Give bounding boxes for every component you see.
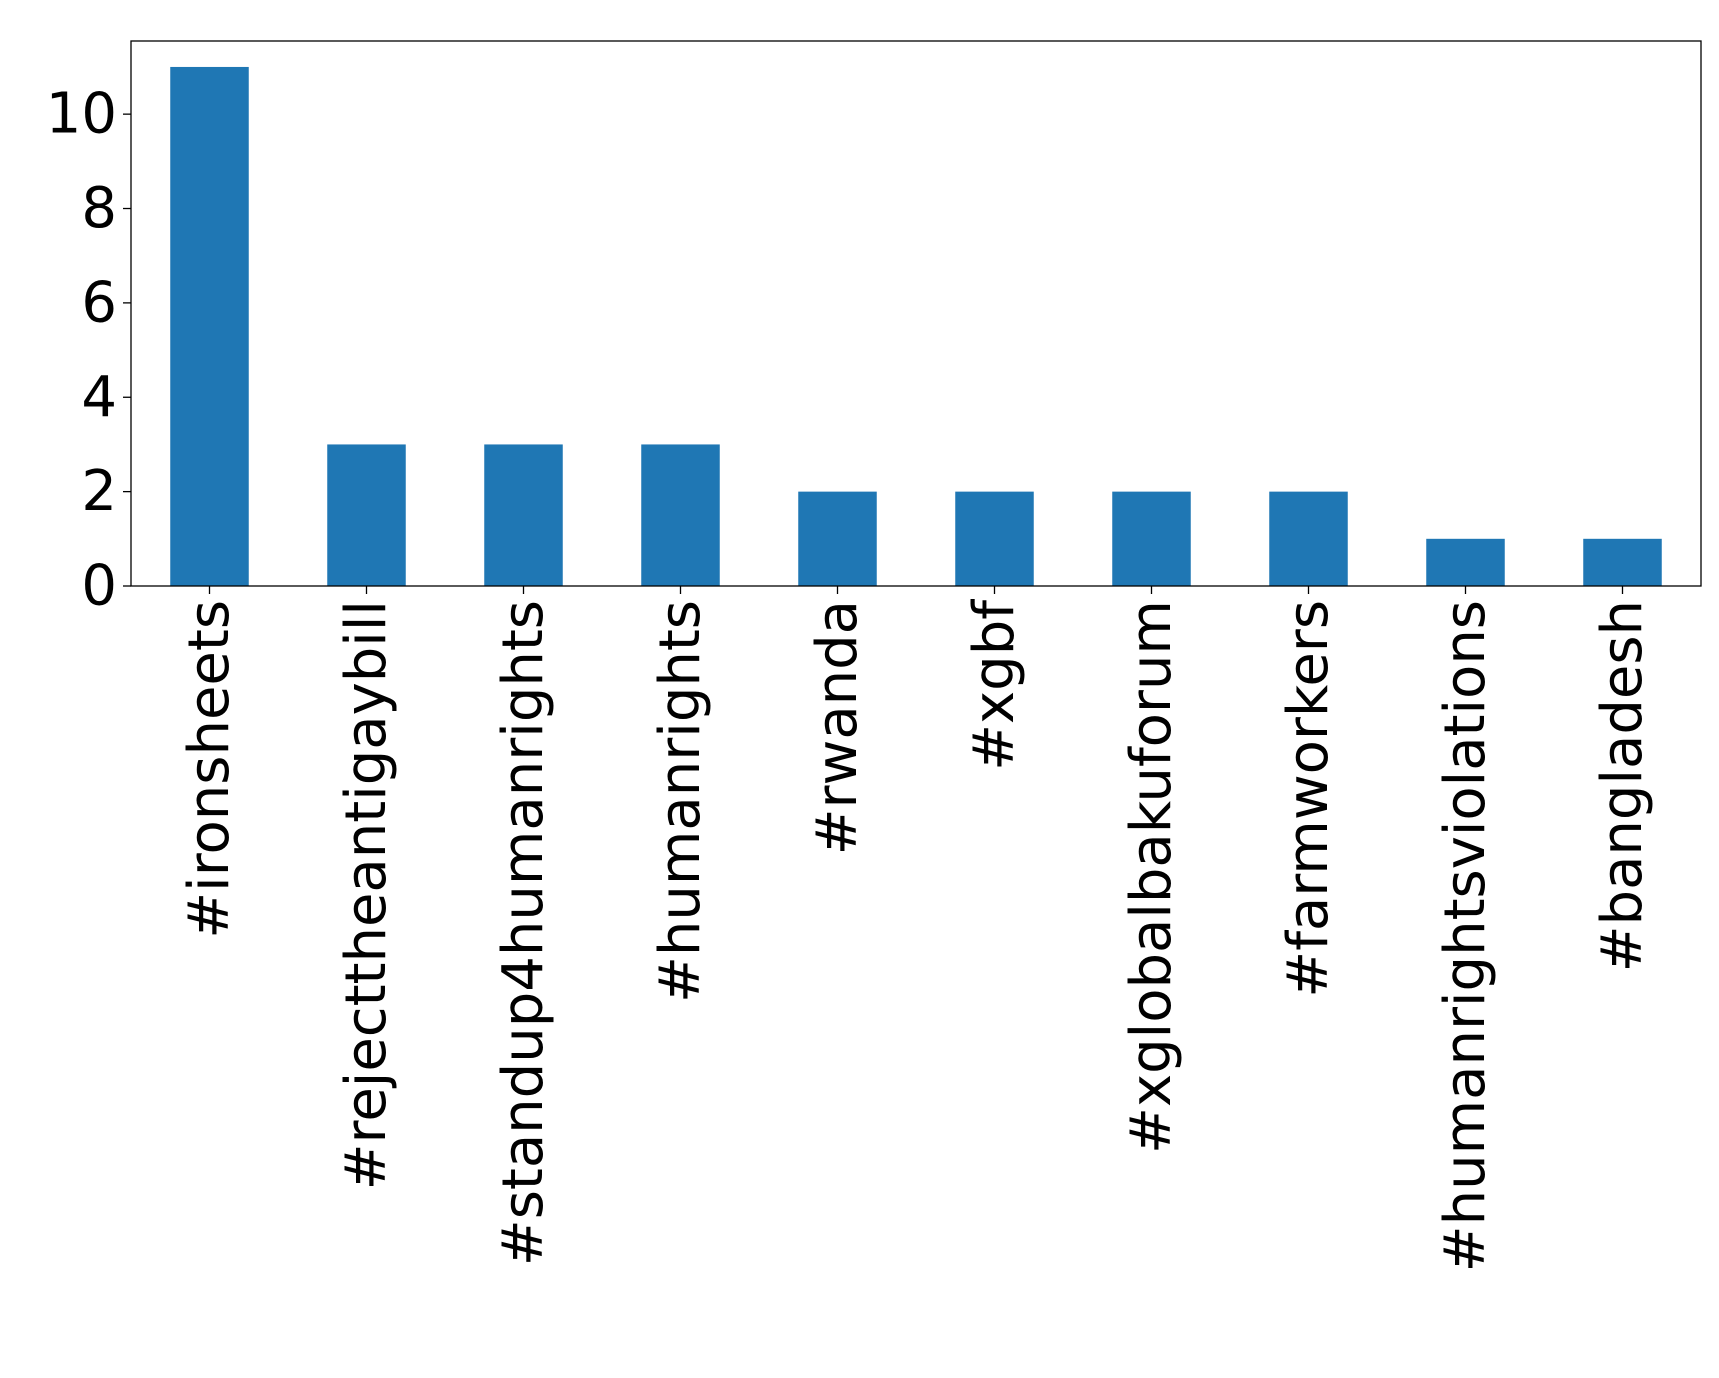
y-tick-label: 8 — [81, 176, 117, 241]
bar-humanrightsviolations — [1426, 538, 1505, 586]
plot-frame — [130, 40, 1702, 587]
x-tick-label: #ironsheets — [177, 600, 242, 939]
x-tick-label: #standup4humanrights — [491, 600, 556, 1266]
y-tick-label: 2 — [81, 459, 117, 524]
y-tick-label: 0 — [81, 554, 117, 619]
bar-ironsheets — [170, 66, 249, 586]
bar-rwanda — [798, 491, 877, 586]
bars-layer — [170, 66, 1662, 586]
bar-xglobalbakuforum — [1112, 491, 1191, 586]
bar-bangladesh — [1583, 538, 1662, 586]
y-tick-label: 10 — [46, 82, 117, 147]
bar-xgbf — [955, 491, 1034, 586]
x-tick-label: #xgbf — [962, 599, 1027, 771]
y-tick-label: 6 — [81, 270, 117, 335]
x-tick-label: #rwanda — [805, 600, 870, 855]
bar-standup4humanrights — [484, 444, 563, 586]
x-axis: #ironsheets #rejecttheantigaybill #standup… — [177, 586, 1655, 1272]
bar-humanrights — [641, 444, 720, 586]
x-tick-label: #rejecttheantigaybill — [334, 600, 399, 1190]
x-tick-label: #bangladesh — [1590, 600, 1655, 972]
x-tick-label: #humanrights — [648, 600, 713, 1003]
y-tick-label: 4 — [81, 365, 117, 430]
bar-rejecttheantigaybill — [327, 444, 406, 586]
x-tick-label: #farmworkers — [1276, 600, 1341, 998]
x-tick-label: #humanrightsviolations — [1433, 600, 1498, 1272]
y-axis: 0 2 4 6 8 10 — [46, 82, 131, 619]
bar-farmworkers — [1269, 491, 1348, 586]
x-tick-label: #xglobalbakuforum — [1119, 600, 1184, 1154]
